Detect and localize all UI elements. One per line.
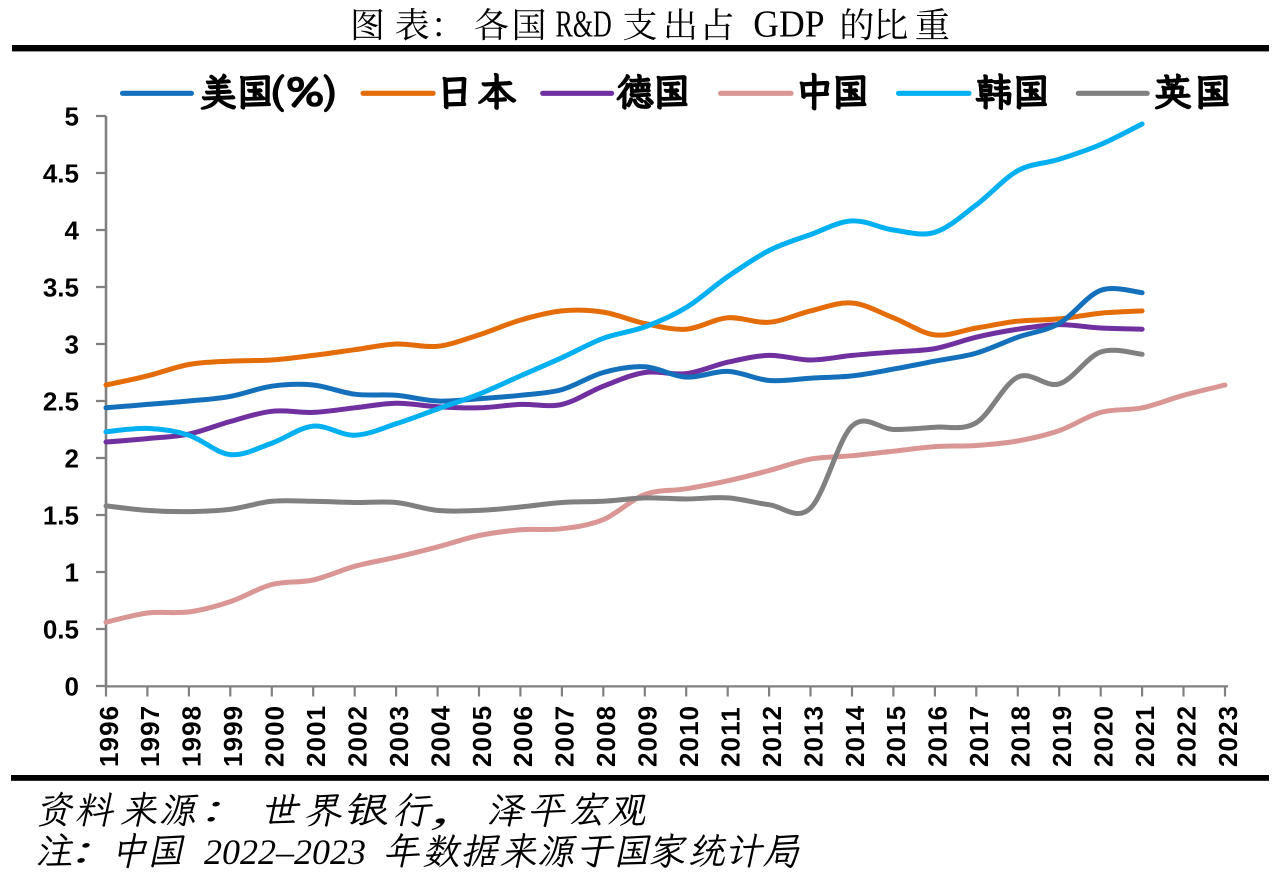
svg-text:2018: 2018 bbox=[1006, 705, 1036, 767]
svg-text:4: 4 bbox=[65, 216, 80, 246]
svg-text:2019: 2019 bbox=[1047, 705, 1077, 767]
svg-text:2000: 2000 bbox=[260, 705, 290, 767]
svg-text:2013: 2013 bbox=[798, 705, 828, 767]
svg-text:3.5: 3.5 bbox=[43, 273, 79, 303]
svg-text:3: 3 bbox=[65, 330, 79, 360]
svg-text:1997: 1997 bbox=[135, 705, 165, 767]
svg-text:1996: 1996 bbox=[94, 705, 124, 767]
svg-text:2022: 2022 bbox=[1171, 705, 1201, 767]
svg-text:2010: 2010 bbox=[674, 705, 704, 767]
svg-text:2021: 2021 bbox=[1130, 705, 1160, 767]
svg-text:2003: 2003 bbox=[384, 705, 414, 767]
svg-text:1.5: 1.5 bbox=[43, 501, 79, 531]
svg-text:2017: 2017 bbox=[964, 705, 994, 767]
svg-text:5: 5 bbox=[65, 102, 79, 132]
svg-text:R&D: R&D bbox=[556, 4, 612, 46]
svg-text:2011: 2011 bbox=[716, 706, 746, 767]
svg-text:2001: 2001 bbox=[301, 705, 331, 767]
svg-text:2002: 2002 bbox=[343, 705, 373, 767]
svg-text:2016: 2016 bbox=[923, 705, 953, 767]
svg-text:0.5: 0.5 bbox=[43, 615, 79, 645]
svg-text:2004: 2004 bbox=[425, 705, 455, 767]
svg-text:0: 0 bbox=[65, 672, 79, 702]
svg-text:2008: 2008 bbox=[591, 705, 621, 767]
svg-text:2: 2 bbox=[65, 444, 79, 474]
svg-text:GDP: GDP bbox=[753, 2, 824, 44]
svg-text:2014: 2014 bbox=[840, 705, 870, 767]
svg-text:2006: 2006 bbox=[508, 705, 538, 767]
svg-text:1998: 1998 bbox=[177, 705, 207, 767]
svg-text:2012: 2012 bbox=[757, 705, 787, 767]
svg-text:2007: 2007 bbox=[550, 705, 580, 767]
svg-text:2009: 2009 bbox=[633, 705, 663, 767]
svg-text:4.5: 4.5 bbox=[43, 159, 79, 189]
svg-text:1999: 1999 bbox=[218, 705, 248, 767]
svg-text:2020: 2020 bbox=[1089, 705, 1119, 767]
svg-text:2023: 2023 bbox=[1213, 705, 1243, 767]
svg-text:2015: 2015 bbox=[881, 705, 911, 767]
svg-text:2.5: 2.5 bbox=[43, 387, 79, 417]
svg-text:2022–2023: 2022–2023 bbox=[204, 832, 366, 872]
svg-text:2005: 2005 bbox=[467, 705, 497, 767]
svg-text:1: 1 bbox=[65, 558, 79, 588]
